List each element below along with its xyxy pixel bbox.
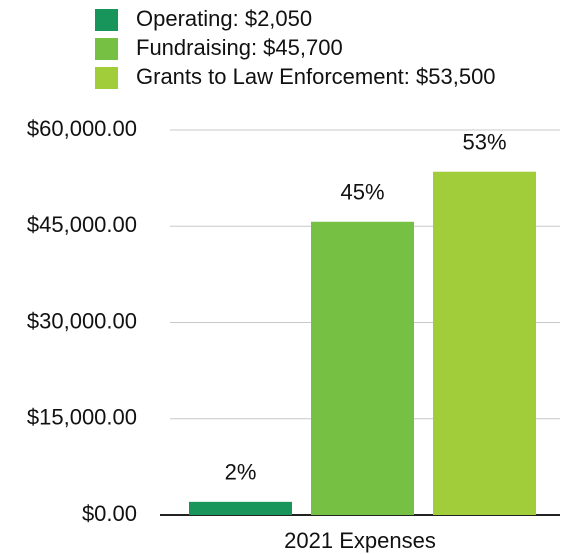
legend-label: Grants to Law Enforcement: $53,500 [136, 64, 496, 89]
data-label: 45% [340, 180, 384, 205]
bar [311, 221, 414, 515]
x-tick-label: 2021 Expenses [284, 528, 436, 553]
y-tick-label: $0.00 [82, 501, 137, 526]
bar [189, 501, 292, 515]
bar [433, 171, 536, 516]
y-tick-label: $15,000.00 [27, 405, 137, 430]
y-tick-label: $30,000.00 [27, 308, 137, 333]
legend-label: Fundraising: $45,700 [136, 35, 343, 60]
legend-swatch [95, 9, 118, 31]
legend-swatch [95, 67, 118, 89]
y-tick-label: $45,000.00 [27, 212, 137, 237]
legend-label: Operating: $2,050 [136, 6, 312, 31]
y-tick-label: $60,000.00 [27, 116, 137, 141]
data-label: 53% [462, 130, 506, 155]
legend-swatch [95, 38, 118, 60]
data-label: 2% [225, 460, 257, 485]
